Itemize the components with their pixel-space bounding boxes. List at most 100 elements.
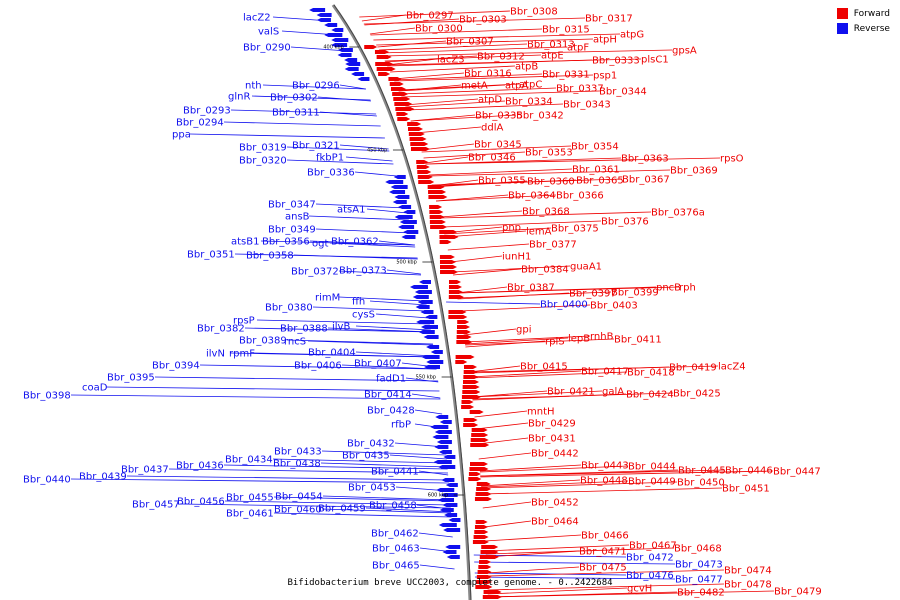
- reverse-gene-arrow: [398, 225, 415, 229]
- scale-tick-label: 450 kbp: [367, 148, 387, 154]
- forward-gene-arrow: [462, 385, 480, 389]
- forward-gene-arrow: [407, 122, 422, 126]
- reverse-gene-arrow: [443, 455, 456, 459]
- forward-leader-line: [457, 291, 612, 299]
- reverse-leader-line: [199, 364, 437, 370]
- forward-leader-line: [444, 227, 552, 235]
- reverse-gene-arrow: [351, 72, 365, 76]
- forward-gene-label: Bbr_0474: [724, 566, 772, 577]
- forward-gene-arrow: [417, 170, 432, 174]
- forward-gene-label: Bbr_0421: [547, 387, 595, 398]
- forward-gene-label: Bbr_0315: [542, 25, 590, 36]
- forward-gene-arrow: [408, 132, 425, 136]
- forward-gene-label: gpsA: [672, 46, 697, 57]
- reverse-gene-arrow: [441, 478, 455, 482]
- reverse-gene-arrow: [309, 8, 326, 12]
- reverse-gene-arrow: [438, 450, 452, 454]
- forward-gene-arrow: [439, 230, 458, 234]
- reverse-gene-arrow: [403, 210, 416, 214]
- reverse-leader-line: [365, 507, 452, 513]
- reverse-leader-line: [327, 327, 432, 333]
- forward-gene-label: Bbr_0447: [773, 467, 821, 478]
- reverse-leader-line: [339, 84, 366, 90]
- reverse-leader-line: [446, 301, 541, 305]
- reverse-gene-label: Bbr_0296: [292, 81, 340, 92]
- reverse-leader-line: [70, 394, 441, 400]
- reverse-gene-arrow: [316, 13, 332, 17]
- forward-gene-arrow: [469, 467, 489, 471]
- forward-leader-line: [369, 27, 416, 35]
- forward-gene-label: Bbr_0345: [474, 140, 522, 151]
- forward-gene-label: atpF: [567, 43, 589, 54]
- reverse-leader-line: [312, 306, 428, 312]
- reverse-gene-arrow: [439, 420, 452, 424]
- forward-gene-label: ddlA: [481, 123, 503, 134]
- forward-leader-line: [480, 469, 726, 477]
- reverse-gene-label: lacZ2: [243, 13, 271, 24]
- forward-gene-label: Bbr_0337: [556, 84, 604, 95]
- reverse-leader-line: [320, 462, 448, 468]
- forward-gene-label: guaA1: [570, 262, 602, 273]
- forward-gene-arrow: [475, 520, 488, 524]
- forward-leader-line: [475, 422, 529, 430]
- forward-gene-label: Bbr_0376a: [651, 208, 705, 219]
- forward-gene-label: pnp: [502, 223, 521, 234]
- legend-item-forward: Forward: [836, 8, 890, 19]
- forward-gene-label: Bbr_0446: [725, 466, 773, 477]
- forward-gene-label: Bbr_0364: [508, 191, 556, 202]
- reverse-gene-arrow: [316, 18, 331, 22]
- reverse-gene-label: cysS: [352, 310, 375, 321]
- forward-leader-line: [399, 87, 557, 95]
- forward-leader-line: [404, 98, 479, 106]
- forward-leader-line: [401, 90, 600, 98]
- reverse-gene-arrow: [331, 43, 348, 47]
- forward-gene-arrow: [473, 535, 489, 539]
- forward-leader-line: [468, 365, 719, 373]
- forward-gene-arrow: [474, 530, 489, 534]
- forward-gene-arrow: [470, 438, 489, 442]
- reverse-gene-label: Bbr_0395: [107, 373, 155, 384]
- reverse-leader-line: [338, 296, 426, 302]
- forward-leader-line: [481, 480, 629, 488]
- forward-gene-label: Bbr_0360: [527, 177, 575, 188]
- reverse-leader-line: [223, 464, 448, 470]
- reverse-gene-label: Bbr_0439: [79, 472, 127, 483]
- forward-gene-label: atpH: [593, 35, 617, 46]
- reverse-gene-arrow: [426, 345, 440, 349]
- forward-leader-line: [384, 54, 542, 62]
- forward-gene-arrow: [476, 575, 492, 579]
- reverse-leader-line: [126, 475, 449, 481]
- forward-gene-label: rph: [679, 283, 696, 294]
- reverse-gene-arrow: [432, 435, 449, 439]
- forward-gene-arrow: [410, 147, 430, 151]
- reverse-gene-arrow: [385, 180, 404, 184]
- forward-gene-arrow: [463, 380, 480, 384]
- forward-gene-label: Bbr_0363: [621, 154, 669, 165]
- forward-gene-label: galA: [602, 387, 624, 398]
- reverse-gene-arrow: [430, 425, 449, 429]
- reverse-gene-label: Bbr_0311: [272, 108, 320, 119]
- forward-gene-arrow: [389, 82, 404, 86]
- forward-leader-line: [481, 481, 678, 489]
- reverse-gene-label: Bbr_0321: [292, 141, 340, 152]
- forward-gene-arrow: [448, 290, 463, 294]
- reverse-gene-label: Bbr_0459: [318, 504, 366, 515]
- forward-gene-label: Bbr_0355: [478, 176, 526, 187]
- forward-gene-label: Bbr_0346: [468, 153, 516, 164]
- forward-leader-line: [361, 14, 407, 22]
- forward-leader-line: [469, 370, 582, 378]
- reverse-leader-line: [354, 171, 398, 177]
- reverse-leader-line: [378, 240, 415, 246]
- forward-gene-arrow: [390, 87, 406, 91]
- forward-gene-label: Bbr_0361: [572, 165, 620, 176]
- scale-tick-label: 500 kbp: [396, 260, 416, 266]
- reverse-gene-label: Bbr_0476: [626, 571, 674, 582]
- legend-label-forward: Forward: [853, 8, 890, 19]
- reverse-gene-arrow: [403, 230, 419, 234]
- forward-gene-label: Bbr_0375: [551, 224, 599, 235]
- forward-leader-line: [452, 268, 522, 276]
- reverse-gene-arrow: [445, 483, 458, 487]
- reverse-gene-arrow: [436, 440, 452, 444]
- forward-gene-arrow: [468, 472, 481, 476]
- forward-leader-line: [459, 304, 591, 312]
